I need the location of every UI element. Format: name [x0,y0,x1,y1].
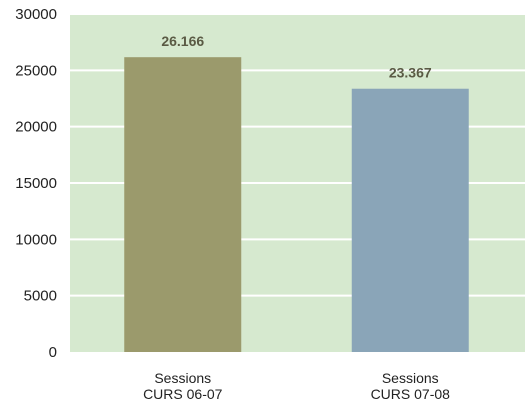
y-axis: 0 5000 10000 15000 20000 25000 30000 [15,6,57,361]
bar-1 [124,57,242,352]
y-tick-label: 20000 [15,119,57,136]
x-tick-label: CURS 06-07 [143,386,223,400]
y-tick-label: 0 [49,344,57,361]
y-tick-label: 30000 [15,6,57,23]
bars [124,57,469,352]
y-tick-label: 25000 [15,62,57,79]
data-labels: 26.166 23.367 [161,33,432,81]
x-tick-label: Sessions [154,370,211,386]
y-tick-label: 5000 [24,288,57,305]
data-label-1: 26.166 [161,33,204,49]
bar-2 [351,88,469,352]
x-tick-label: CURS 07-08 [371,386,451,400]
y-tick-label: 10000 [15,231,57,248]
y-tick-label: 15000 [15,175,57,192]
data-label-2: 23.367 [389,65,432,81]
x-tick-label: Sessions [382,370,439,386]
